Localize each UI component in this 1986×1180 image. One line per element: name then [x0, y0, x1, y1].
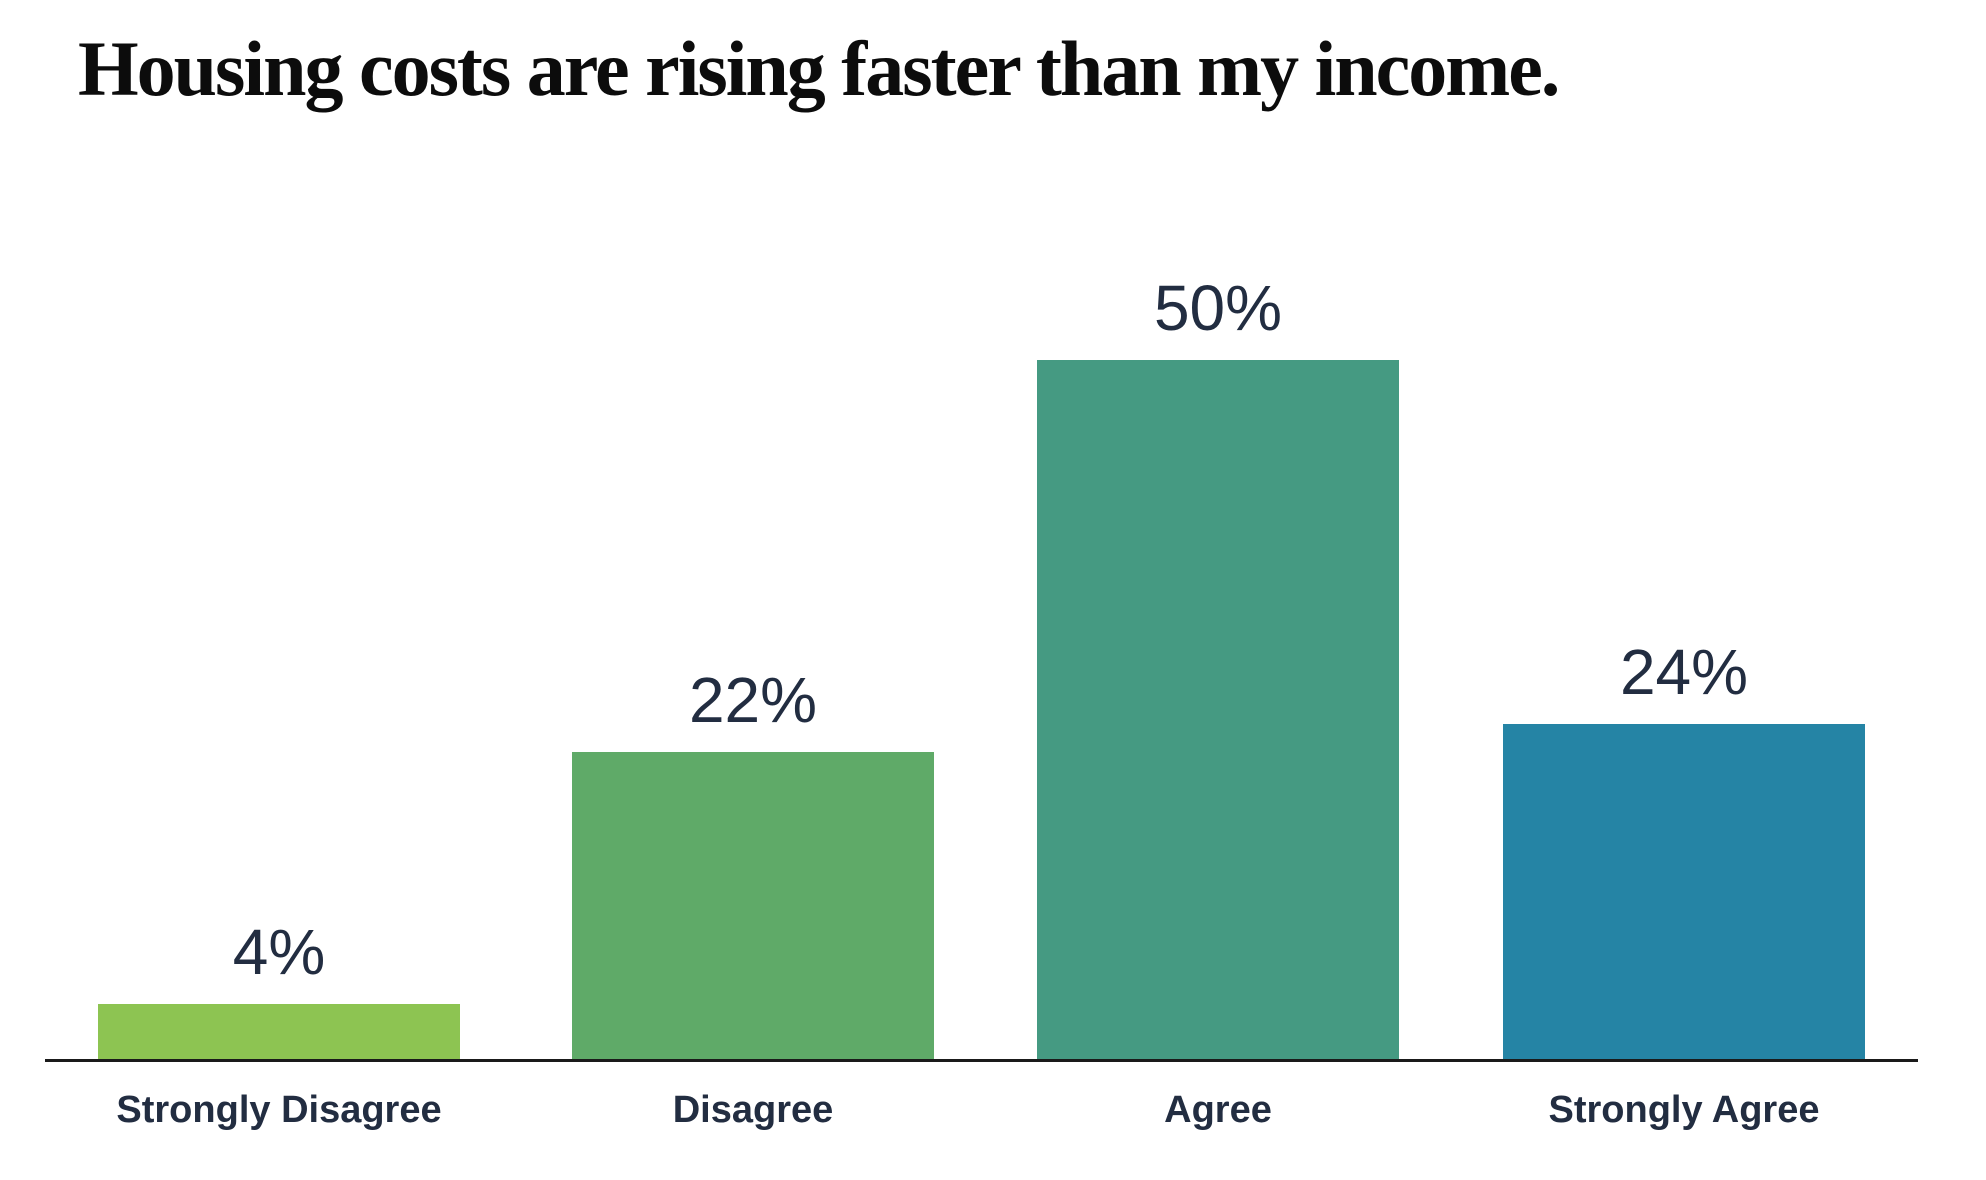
bar-group-strongly-agree: 24%: [1503, 640, 1865, 1060]
bar-agree: [1037, 360, 1399, 1060]
bar-value-label: 4%: [232, 916, 326, 988]
bar-group-agree: 50%: [1037, 276, 1399, 1060]
chart-title: Housing costs are rising faster than my …: [78, 25, 1560, 112]
x-axis-label-strongly-agree: Strongly Agree: [1548, 1089, 1820, 1131]
x-axis-label-disagree: Disagree: [672, 1089, 834, 1131]
bar-value-label: 50%: [1153, 272, 1283, 344]
bar-group-strongly-disagree: 4%: [98, 920, 460, 1060]
x-axis-label-strongly-disagree: Strongly Disagree: [116, 1089, 442, 1131]
bar-value-label: 22%: [688, 664, 818, 736]
bar-group-disagree: 22%: [572, 668, 934, 1060]
x-axis-line: [45, 1059, 1918, 1062]
bar-strongly-agree: [1503, 724, 1865, 1060]
bar-value-label: 24%: [1619, 636, 1749, 708]
plot-area: 4% 22% 50% 24%: [45, 276, 1918, 1062]
bar-strongly-disagree: [98, 1004, 460, 1060]
bar-disagree: [572, 752, 934, 1060]
x-axis-label-agree: Agree: [1164, 1089, 1272, 1131]
